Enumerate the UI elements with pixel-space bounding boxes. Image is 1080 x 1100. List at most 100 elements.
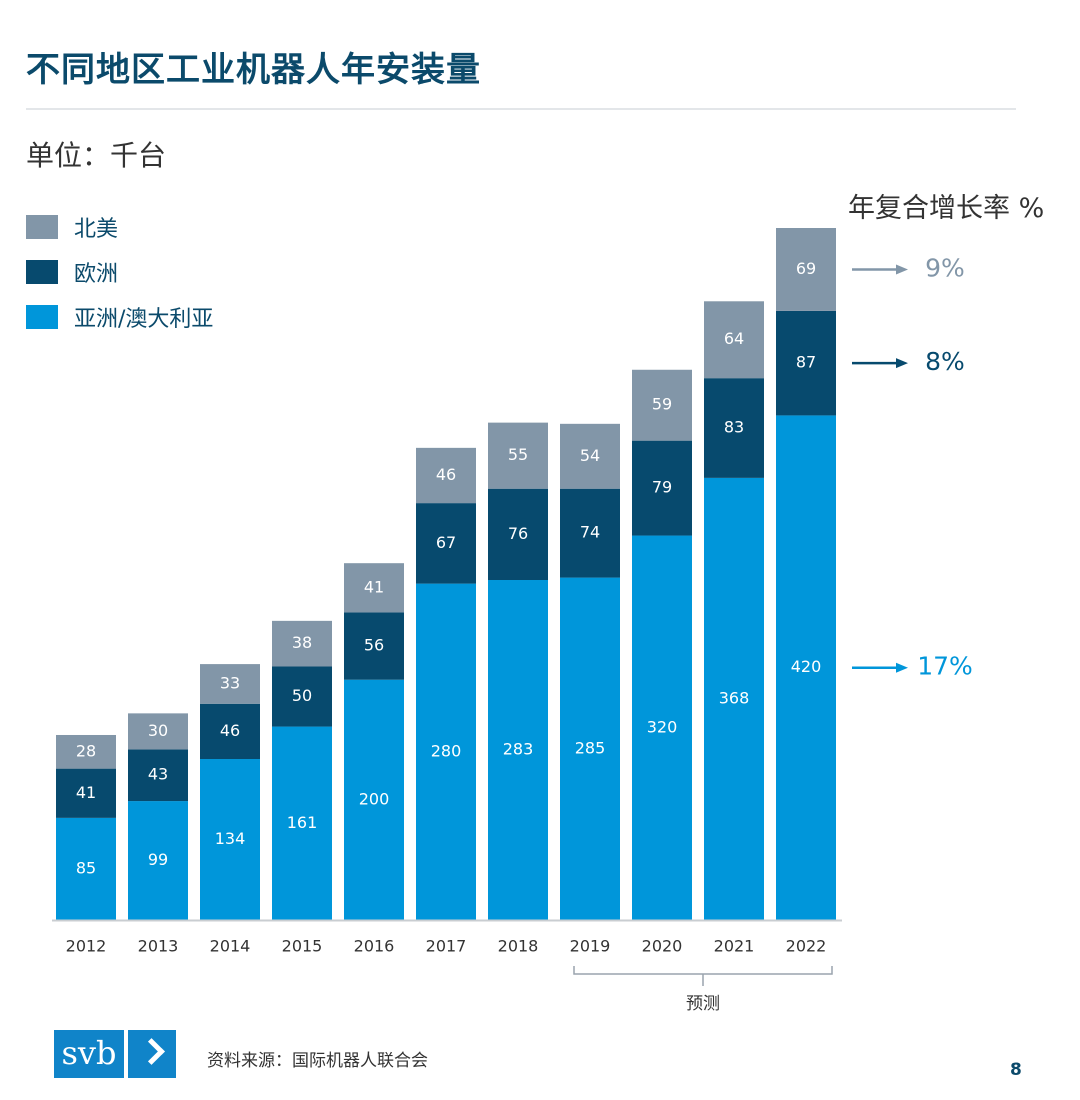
legend-label-north-america: 北美 bbox=[74, 216, 119, 242]
cagr-arrow-icon-north-america bbox=[896, 264, 908, 275]
data-label-north-america-2013: 30 bbox=[148, 721, 168, 740]
cagr-arrow-icon-asia-australia bbox=[896, 662, 908, 673]
bar-north-america-2012 bbox=[56, 734, 116, 769]
bar-north-america-2022 bbox=[776, 228, 836, 311]
bar-europe-2013 bbox=[128, 749, 188, 802]
data-label-europe-2021: 83 bbox=[724, 418, 744, 437]
legend-item-asia-australia: 亚洲/澳大利亚 bbox=[26, 294, 213, 339]
legend-swatch-europe bbox=[26, 259, 58, 284]
x-tick-label-2014: 2014 bbox=[210, 937, 251, 956]
data-label-europe-2018: 76 bbox=[508, 524, 528, 543]
x-tick-label-2015: 2015 bbox=[282, 937, 323, 956]
bar-north-america-2016 bbox=[344, 563, 404, 613]
cagr-value-asia-australia: 17% bbox=[917, 652, 973, 681]
data-label-europe-2022: 87 bbox=[796, 353, 816, 372]
legend: 北美 欧洲 亚洲/澳大利亚 bbox=[26, 204, 213, 339]
bar-europe-2016 bbox=[344, 612, 404, 680]
bar-asia-australia-2013 bbox=[128, 801, 188, 920]
bar-europe-2017 bbox=[416, 503, 476, 584]
cagr-value-europe: 8% bbox=[925, 347, 965, 376]
bar-asia-australia-2016 bbox=[344, 679, 404, 920]
bar-asia-australia-2015 bbox=[272, 726, 332, 920]
x-tick-label-2019: 2019 bbox=[570, 937, 611, 956]
bar-north-america-2013 bbox=[128, 713, 188, 750]
x-tick-label-2022: 2022 bbox=[786, 937, 827, 956]
bar-north-america-2014 bbox=[200, 664, 260, 704]
data-label-north-america-2021: 64 bbox=[724, 329, 744, 348]
bar-north-america-2017 bbox=[416, 447, 476, 504]
data-label-north-america-2017: 46 bbox=[436, 465, 456, 484]
x-tick-label-2012: 2012 bbox=[66, 937, 107, 956]
data-label-asia-australia-2014: 134 bbox=[215, 829, 246, 848]
data-label-asia-australia-2012: 85 bbox=[76, 858, 96, 877]
data-label-asia-australia-2021: 368 bbox=[719, 688, 750, 707]
bar-asia-australia-2020 bbox=[632, 535, 692, 920]
logo-text: svb bbox=[54, 1030, 124, 1078]
bar-asia-australia-2022 bbox=[776, 415, 836, 920]
data-label-north-america-2014: 33 bbox=[220, 673, 240, 692]
bar-europe-2014 bbox=[200, 703, 260, 760]
data-label-europe-2016: 56 bbox=[364, 636, 384, 655]
legend-swatch-north-america bbox=[26, 214, 58, 239]
bar-north-america-2021 bbox=[704, 301, 764, 379]
data-label-europe-2015: 50 bbox=[292, 686, 312, 705]
chevron-right-icon bbox=[128, 1030, 176, 1078]
unit-label: 单位：千台 bbox=[26, 139, 167, 172]
x-tick-label-2021: 2021 bbox=[714, 937, 755, 956]
page-title: 不同地区工业机器人年安装量 bbox=[26, 50, 481, 90]
bar-asia-australia-2019 bbox=[560, 577, 620, 920]
data-label-europe-2014: 46 bbox=[220, 721, 240, 740]
data-label-asia-australia-2015: 161 bbox=[287, 813, 318, 832]
bar-north-america-2020 bbox=[632, 369, 692, 441]
x-tick-label-2013: 2013 bbox=[138, 937, 179, 956]
data-label-north-america-2019: 54 bbox=[580, 446, 600, 465]
bar-north-america-2018 bbox=[488, 422, 548, 489]
data-label-north-america-2015: 38 bbox=[292, 633, 312, 652]
bar-asia-australia-2018 bbox=[488, 580, 548, 920]
legend-item-north-america: 北美 bbox=[26, 204, 213, 249]
source-note: 资料来源：国际机器人联合会 bbox=[207, 1051, 428, 1071]
bar-north-america-2015 bbox=[272, 620, 332, 667]
bar-europe-2018 bbox=[488, 488, 548, 581]
bar-asia-australia-2017 bbox=[416, 583, 476, 920]
data-label-europe-2013: 43 bbox=[148, 765, 168, 784]
cagr-value-north-america: 9% bbox=[925, 253, 965, 282]
legend-swatch-asia-australia bbox=[26, 304, 58, 329]
bar-europe-2020 bbox=[632, 440, 692, 536]
data-label-asia-australia-2013: 99 bbox=[148, 850, 168, 869]
cagr-title: 年复合增长率 % bbox=[848, 193, 1045, 224]
x-tick-label-2020: 2020 bbox=[642, 937, 683, 956]
forecast-bracket bbox=[573, 966, 833, 986]
data-label-north-america-2018: 55 bbox=[508, 445, 528, 464]
data-label-europe-2020: 79 bbox=[652, 478, 672, 497]
data-label-north-america-2022: 69 bbox=[796, 259, 816, 278]
data-label-north-america-2020: 59 bbox=[652, 395, 672, 414]
data-label-north-america-2016: 41 bbox=[364, 577, 384, 596]
svb-logo: svb bbox=[54, 1030, 176, 1078]
data-label-europe-2012: 41 bbox=[76, 783, 96, 802]
bar-europe-2022 bbox=[776, 310, 836, 416]
legend-label-europe: 欧洲 bbox=[74, 261, 119, 287]
x-tick-label-2017: 2017 bbox=[426, 937, 467, 956]
data-label-asia-australia-2018: 283 bbox=[503, 740, 534, 759]
data-label-europe-2017: 67 bbox=[436, 533, 456, 552]
page-number: 8 bbox=[1010, 1060, 1022, 1080]
bar-europe-2019 bbox=[560, 488, 620, 578]
title-divider bbox=[26, 108, 1016, 110]
data-label-asia-australia-2022: 420 bbox=[791, 657, 822, 676]
data-label-asia-australia-2019: 285 bbox=[575, 738, 606, 757]
bar-europe-2015 bbox=[272, 666, 332, 727]
x-tick-label-2018: 2018 bbox=[498, 937, 539, 956]
x-tick-label-2016: 2016 bbox=[354, 937, 395, 956]
cagr-arrow-icon-europe bbox=[896, 358, 908, 369]
bar-europe-2021 bbox=[704, 378, 764, 478]
data-label-asia-australia-2020: 320 bbox=[647, 717, 678, 736]
data-label-north-america-2012: 28 bbox=[76, 741, 96, 760]
legend-item-europe: 欧洲 bbox=[26, 249, 213, 294]
bar-asia-australia-2014 bbox=[200, 759, 260, 920]
bar-north-america-2019 bbox=[560, 423, 620, 489]
forecast-label: 预测 bbox=[686, 994, 720, 1014]
legend-label-asia-australia: 亚洲/澳大利亚 bbox=[74, 306, 214, 332]
bar-asia-australia-2012 bbox=[56, 817, 116, 920]
